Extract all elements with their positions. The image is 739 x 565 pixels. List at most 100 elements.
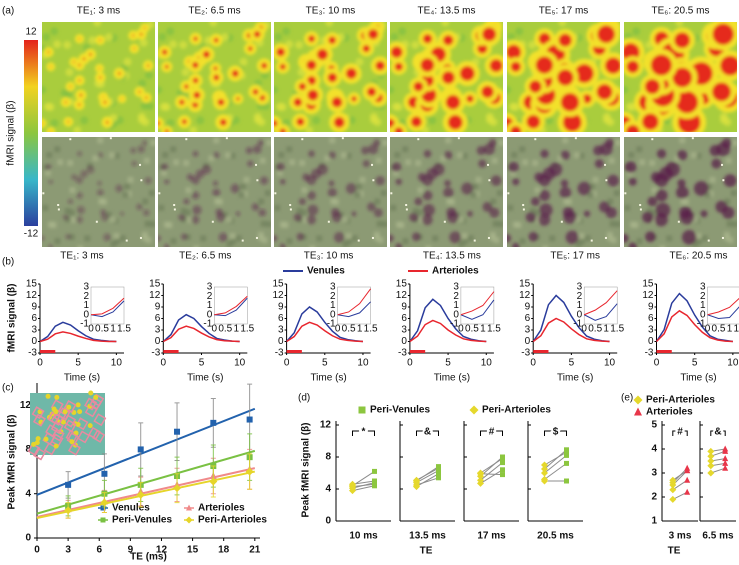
activation-core bbox=[158, 121, 161, 126]
texture bbox=[113, 238, 120, 245]
speck bbox=[604, 236, 607, 239]
inset-pattern bbox=[53, 409, 59, 415]
vessel-spot bbox=[512, 178, 520, 186]
texture bbox=[261, 237, 268, 244]
texture bbox=[144, 71, 153, 80]
inset-x-tick-label: 0.5 bbox=[465, 324, 479, 335]
activation-core bbox=[78, 103, 81, 106]
texture bbox=[148, 190, 155, 197]
vessel-spot bbox=[677, 150, 688, 161]
vessel-spot bbox=[247, 160, 254, 167]
inset-x-tick-label: 0.5 bbox=[342, 324, 356, 335]
vessel-spot bbox=[693, 181, 709, 196]
texture bbox=[357, 190, 364, 197]
texture bbox=[127, 176, 134, 183]
texture bbox=[354, 191, 361, 198]
texture bbox=[351, 235, 358, 242]
data-point bbox=[541, 461, 548, 469]
data-point bbox=[173, 484, 182, 493]
texture bbox=[302, 217, 309, 224]
data-point bbox=[477, 469, 484, 477]
legend-marker bbox=[634, 407, 642, 416]
series-line bbox=[409, 319, 487, 343]
activation-core bbox=[562, 113, 582, 132]
vessel-spot bbox=[539, 190, 551, 201]
y-tick-label: 1 bbox=[651, 516, 657, 527]
data-point bbox=[707, 469, 715, 477]
texture bbox=[491, 157, 498, 164]
x-tick-label: 10 bbox=[481, 358, 493, 369]
speck bbox=[534, 138, 537, 141]
texture bbox=[77, 245, 84, 247]
pair-connector bbox=[544, 462, 567, 480]
texture bbox=[169, 40, 178, 49]
x-tick-label: 0 bbox=[407, 358, 413, 369]
vessel-spot bbox=[362, 160, 370, 168]
vessel-spot bbox=[115, 184, 124, 193]
texture bbox=[139, 38, 148, 47]
inset-pattern bbox=[75, 421, 81, 427]
data-point bbox=[101, 470, 108, 477]
data-point bbox=[210, 419, 217, 426]
series-line bbox=[409, 298, 487, 343]
image-title: TE₁: 3 ms bbox=[77, 6, 120, 17]
activation-core bbox=[529, 80, 542, 93]
texture bbox=[375, 157, 382, 164]
vessel-spot bbox=[331, 212, 343, 223]
texture bbox=[257, 118, 266, 127]
data-point bbox=[722, 455, 729, 462]
legend-label: Venules bbox=[307, 266, 345, 277]
y-tick-label: 12 bbox=[519, 290, 531, 301]
texture bbox=[150, 139, 155, 146]
inset-pattern bbox=[31, 441, 37, 447]
inset-y-tick-label: -1 bbox=[327, 319, 336, 330]
texture bbox=[257, 231, 264, 238]
inset-y-tick-label: -1 bbox=[573, 319, 582, 330]
x-tick-label: 10 bbox=[234, 358, 246, 369]
texture bbox=[565, 198, 572, 205]
y-tick-label: 15 bbox=[149, 279, 161, 290]
y-tick-label: -3 bbox=[521, 348, 530, 359]
vessel-spot bbox=[136, 203, 143, 211]
data-point bbox=[564, 449, 569, 455]
pair-connector bbox=[480, 456, 503, 477]
activation-core bbox=[526, 114, 541, 129]
colorbar bbox=[24, 40, 38, 226]
texture bbox=[398, 27, 407, 36]
inset-pattern bbox=[77, 409, 83, 415]
inset-line bbox=[583, 303, 618, 321]
speck bbox=[256, 179, 259, 182]
texture bbox=[636, 238, 643, 245]
texture bbox=[723, 118, 732, 127]
category-label: 10 ms bbox=[349, 531, 378, 542]
vessel-spot bbox=[449, 231, 462, 244]
speck bbox=[473, 239, 476, 242]
activation-core bbox=[596, 84, 613, 100]
activation-core bbox=[674, 32, 691, 49]
texture bbox=[511, 103, 520, 112]
inset-line bbox=[707, 306, 739, 319]
x-tick-label: 0 bbox=[654, 358, 660, 369]
inset-y-tick-label: 1 bbox=[330, 300, 336, 311]
activation-core bbox=[145, 96, 148, 99]
pair-connector bbox=[352, 483, 375, 488]
vessel-spot bbox=[540, 149, 549, 158]
texture bbox=[145, 237, 152, 244]
speck bbox=[651, 138, 654, 141]
texture bbox=[109, 216, 116, 223]
activation-halo bbox=[275, 124, 290, 132]
texture bbox=[723, 234, 730, 241]
legend-marker bbox=[186, 504, 192, 511]
texture bbox=[332, 198, 339, 205]
activation-core bbox=[193, 91, 201, 99]
texture bbox=[574, 216, 581, 223]
pair-connector bbox=[416, 470, 439, 484]
texture bbox=[519, 146, 526, 153]
texture bbox=[229, 152, 236, 159]
vessel-spot bbox=[279, 178, 286, 185]
activation-core bbox=[192, 77, 199, 84]
panel-label: (d) bbox=[298, 393, 310, 404]
speck bbox=[691, 137, 694, 140]
activation-map bbox=[274, 22, 387, 132]
texture bbox=[345, 232, 352, 239]
